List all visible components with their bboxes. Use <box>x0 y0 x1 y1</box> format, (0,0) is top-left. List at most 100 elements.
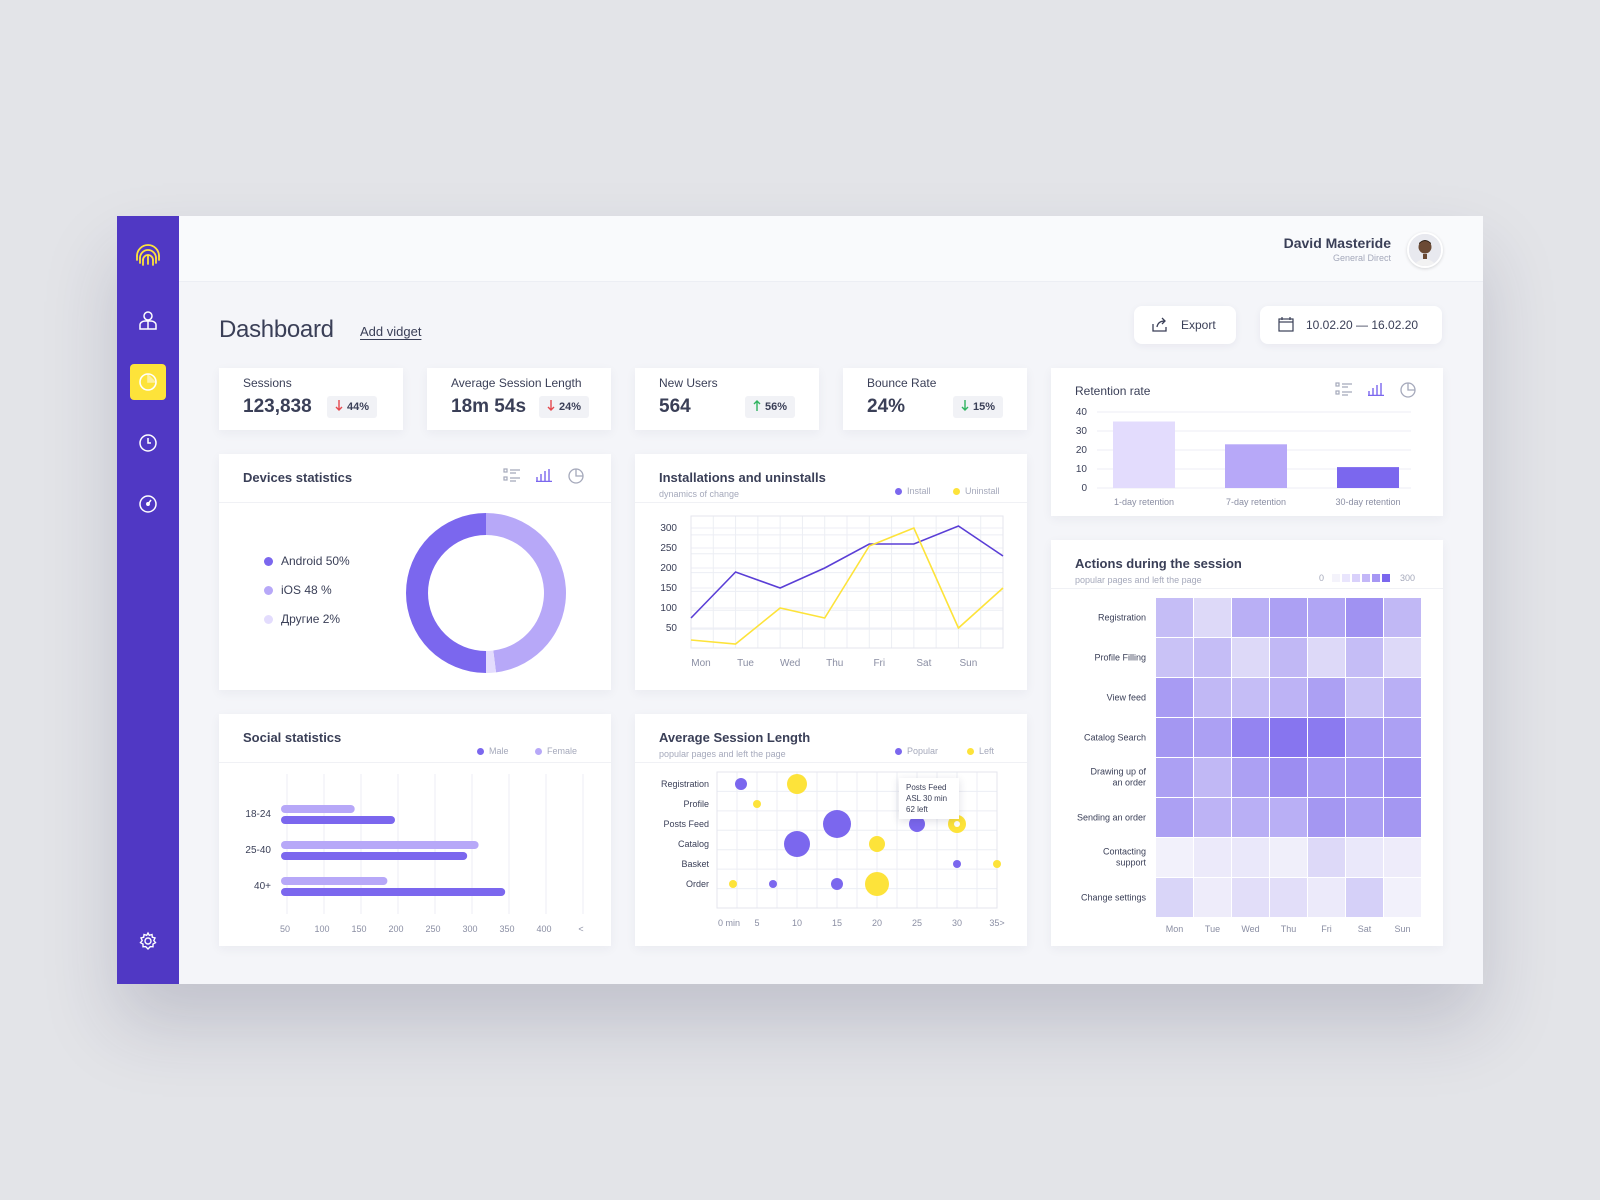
x-tick-label: Tue <box>737 658 754 669</box>
legend-label: Male <box>489 746 509 756</box>
kpi-card-sessions[interactable]: Sessions 123,838 44% <box>219 368 403 430</box>
heatmap-cell <box>1232 678 1269 717</box>
x-tick-label: 25 <box>912 918 922 928</box>
kpi-change: 56% <box>765 401 788 413</box>
popular-point <box>831 878 843 890</box>
share-icon <box>1151 316 1169 335</box>
add-widget-link[interactable]: Add vidget <box>360 324 422 339</box>
popular-point <box>953 860 961 868</box>
heatmap-cell <box>1194 598 1231 637</box>
column-label: Wed <box>1241 924 1259 934</box>
x-tick-label: 20 <box>872 918 882 928</box>
card-subtitle: popular pages and left the page <box>659 749 786 759</box>
y-tick-label: 250 <box>660 543 677 554</box>
devices-donut-chart <box>406 513 567 673</box>
date-range-value: 10.02.20 — 16.02.20 <box>1306 318 1419 332</box>
male-bar <box>281 816 395 824</box>
list-view-icon[interactable] <box>503 468 521 484</box>
legend-label: Female <box>547 746 578 756</box>
arrow-down-icon <box>335 400 343 414</box>
left-point <box>993 860 1001 868</box>
kpi-card-bounce-rate[interactable]: Bounce Rate 24% 15% <box>843 368 1027 430</box>
view-switcher <box>1335 382 1417 398</box>
kpi-change: 44% <box>347 401 370 413</box>
row-label: Sending an order <box>1077 813 1146 823</box>
category-label: 40+ <box>254 881 271 892</box>
list-view-icon[interactable] <box>1335 382 1353 398</box>
male-bar <box>281 852 468 860</box>
fingerprint-logo-icon[interactable] <box>132 238 164 270</box>
row-label: Registration <box>1098 613 1146 623</box>
x-tick-label: Sun <box>960 658 978 669</box>
heatmap-cell <box>1308 838 1345 877</box>
heatmap-cell <box>1308 638 1345 677</box>
asl-scatter-chart: Registration Profile Posts Feed Catalog Bask… <box>661 771 1005 928</box>
speedometer-icon[interactable] <box>130 486 166 522</box>
x-tick-label: 7-day retention <box>1226 497 1286 507</box>
retention-bar <box>1225 444 1287 488</box>
x-tick-label: 1-day retention <box>1114 497 1174 507</box>
kpi-change: 15% <box>973 401 996 413</box>
heatmap-cell <box>1156 598 1193 637</box>
heatmap-cell <box>1346 878 1383 917</box>
social-statistics-card: Social statistics Male Female 50 100 150 20… <box>219 714 611 946</box>
legend-item: Другие 2% <box>264 612 350 626</box>
pie-chart-icon[interactable] <box>130 364 166 400</box>
x-tick-label: 300 <box>462 924 477 934</box>
heatmap-cell <box>1308 758 1345 797</box>
heatmap-cell <box>1346 838 1383 877</box>
legend-swatch <box>264 614 273 624</box>
user-icon[interactable] <box>130 302 166 338</box>
x-tick-label: 200 <box>388 924 403 934</box>
bar-chart-icon[interactable] <box>535 468 553 484</box>
avatar[interactable] <box>1407 232 1443 268</box>
calendar-icon <box>1278 316 1294 335</box>
legend-item-left: Left <box>967 746 994 756</box>
installations-line-chart: 50 100 150 200 250 300 Mon Tue Wed Thu Fri Sat Sun <box>660 515 1004 669</box>
clock-icon[interactable] <box>130 425 166 461</box>
pie-chart-icon[interactable] <box>567 468 585 484</box>
heatmap-cell <box>1384 718 1421 757</box>
column-label: Sat <box>1358 924 1372 934</box>
legend-swatch <box>967 747 974 755</box>
bar-chart-icon[interactable] <box>1367 382 1385 398</box>
heatmap-cell <box>1156 678 1193 717</box>
legend-label: Left <box>979 746 995 756</box>
sidebar <box>117 216 179 984</box>
female-bar <box>281 877 388 885</box>
heatmap-cell <box>1194 838 1231 877</box>
export-button[interactable]: Export <box>1134 306 1236 344</box>
heatmap-cell <box>1346 718 1383 757</box>
legend-label: Popular <box>907 746 939 756</box>
row-label: Basket <box>681 859 709 869</box>
user-name[interactable]: David Masteride <box>1283 235 1391 251</box>
heatmap-cell <box>1156 638 1193 677</box>
highlight-point-core <box>954 821 960 827</box>
heatmap-cell <box>1194 758 1231 797</box>
row-label: Catalog Search <box>1084 733 1146 743</box>
donut-slice <box>486 650 497 673</box>
legend-swatch <box>535 747 542 755</box>
pie-chart-icon[interactable] <box>1399 382 1417 398</box>
date-range-button[interactable]: 10.02.20 — 16.02.20 <box>1260 306 1442 344</box>
legend-item-popular: Popular <box>895 746 938 756</box>
devices-statistics-card: Devices statistics Android 50% iOS 48 % … <box>219 454 611 690</box>
scale-max: 300 <box>1400 573 1416 583</box>
x-tick-label: 0 min <box>718 918 740 928</box>
heatmap-cell <box>1270 838 1307 877</box>
heatmap-cell <box>1270 758 1307 797</box>
y-tick-label: 30 <box>1076 426 1088 437</box>
legend-label: Uninstall <box>965 486 1000 496</box>
column-label: Tue <box>1205 924 1220 934</box>
y-tick-label: 20 <box>1076 445 1088 456</box>
kpi-value: 564 <box>659 396 691 417</box>
row-label: Contacting support <box>1103 847 1147 868</box>
heatmap-cell <box>1384 838 1421 877</box>
kpi-card-new-users[interactable]: New Users 564 56% <box>635 368 819 430</box>
heatmap-cell <box>1308 598 1345 637</box>
heatmap-cell <box>1384 798 1421 837</box>
row-label-line: an order <box>1112 778 1146 788</box>
gear-icon[interactable] <box>130 923 166 959</box>
heatmap-cell <box>1194 638 1231 677</box>
kpi-card-average-session-length[interactable]: Average Session Length 18m 54s 24% <box>427 368 611 430</box>
